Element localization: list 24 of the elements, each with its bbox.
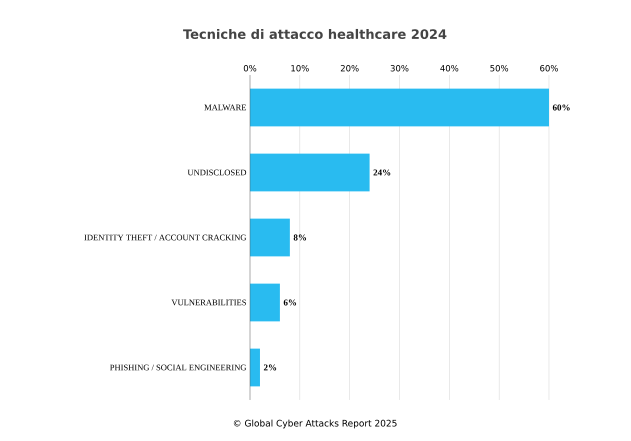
- data-label: 6%: [284, 299, 296, 306]
- data-label: 2%: [264, 364, 276, 371]
- y-tick-label: VULNERABILITIES: [171, 300, 246, 306]
- x-tick-label: 40%: [440, 65, 458, 72]
- bar: [250, 154, 370, 192]
- y-tick-label: MALWARE: [204, 104, 246, 110]
- y-tick-label: PHISHING / SOCIAL ENGINEERING: [110, 364, 246, 370]
- data-label: 60%: [552, 104, 570, 111]
- bar: [250, 88, 549, 126]
- x-tick-label: 60%: [540, 65, 558, 72]
- x-tick-label: 30%: [390, 65, 408, 72]
- bar: [250, 348, 260, 386]
- x-tick-label: 20%: [340, 65, 359, 72]
- x-tick-label: 10%: [291, 65, 309, 72]
- x-tick-label: 50%: [490, 65, 508, 72]
- bar: [250, 284, 280, 322]
- data-label: 8%: [294, 234, 306, 241]
- chart-title: Tecniche di attacco healthcare 2024: [183, 28, 446, 40]
- text: © Global Cyber Attacks Report 2025: [234, 420, 397, 428]
- y-tick-label: IDENTITY THEFT / ACCOUNT CRACKING: [84, 234, 246, 240]
- x-tick-label: 0%: [244, 65, 256, 72]
- data-label: 24%: [374, 169, 390, 176]
- y-tick-label: UNDISCLOSED: [188, 170, 246, 176]
- bar: [250, 218, 290, 256]
